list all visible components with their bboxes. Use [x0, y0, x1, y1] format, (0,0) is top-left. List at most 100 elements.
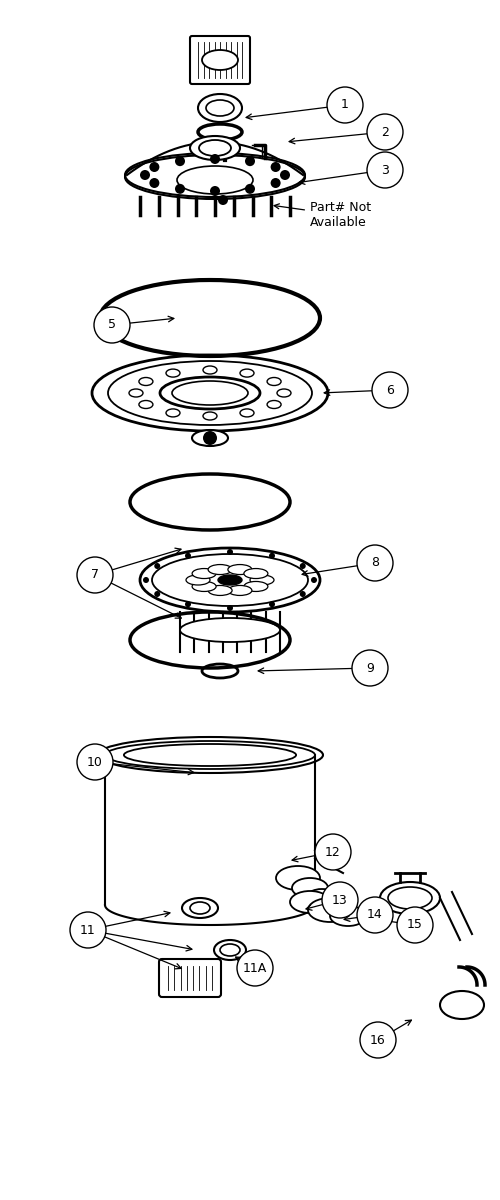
Ellipse shape — [208, 586, 232, 595]
Circle shape — [270, 162, 280, 172]
Text: 11A: 11A — [243, 961, 267, 974]
Circle shape — [280, 170, 290, 180]
Circle shape — [269, 601, 275, 607]
Circle shape — [185, 553, 191, 559]
Ellipse shape — [203, 366, 217, 374]
Ellipse shape — [330, 906, 366, 926]
Circle shape — [397, 907, 433, 943]
Ellipse shape — [140, 548, 320, 612]
Ellipse shape — [152, 554, 308, 606]
Ellipse shape — [125, 152, 305, 197]
Circle shape — [154, 590, 160, 596]
Circle shape — [210, 154, 220, 164]
Ellipse shape — [220, 944, 240, 956]
Circle shape — [70, 912, 106, 948]
Ellipse shape — [276, 866, 320, 890]
Ellipse shape — [199, 140, 231, 156]
Ellipse shape — [292, 878, 328, 898]
Ellipse shape — [203, 412, 217, 420]
Circle shape — [327, 86, 363, 122]
Text: 3: 3 — [381, 163, 389, 176]
Ellipse shape — [214, 940, 246, 960]
Text: 16: 16 — [370, 1033, 386, 1046]
Text: 14: 14 — [367, 908, 383, 922]
Ellipse shape — [267, 378, 281, 385]
Ellipse shape — [186, 575, 210, 584]
Ellipse shape — [228, 564, 252, 575]
Circle shape — [218, 194, 228, 205]
Circle shape — [175, 184, 185, 194]
Circle shape — [210, 186, 220, 196]
Circle shape — [237, 950, 273, 986]
Ellipse shape — [190, 136, 240, 160]
Circle shape — [360, 1022, 396, 1058]
Text: 13: 13 — [332, 894, 348, 906]
Circle shape — [227, 605, 233, 611]
Ellipse shape — [380, 882, 440, 914]
Circle shape — [300, 563, 306, 569]
Ellipse shape — [388, 887, 432, 910]
Ellipse shape — [172, 382, 248, 404]
Circle shape — [245, 184, 255, 194]
Ellipse shape — [105, 740, 315, 769]
Ellipse shape — [192, 569, 216, 578]
Circle shape — [203, 431, 217, 445]
Circle shape — [300, 590, 306, 596]
Circle shape — [311, 577, 317, 583]
Circle shape — [315, 834, 351, 870]
Circle shape — [185, 601, 191, 607]
Text: 12: 12 — [325, 846, 341, 858]
FancyBboxPatch shape — [159, 959, 221, 997]
Text: 11: 11 — [80, 924, 96, 936]
Circle shape — [140, 170, 150, 180]
Ellipse shape — [92, 355, 328, 431]
Circle shape — [94, 307, 130, 343]
Circle shape — [352, 650, 388, 686]
Circle shape — [357, 545, 393, 581]
Circle shape — [143, 577, 149, 583]
Circle shape — [357, 898, 393, 934]
Ellipse shape — [308, 898, 352, 922]
Ellipse shape — [198, 94, 242, 122]
Text: Part# Not
Available: Part# Not Available — [274, 200, 371, 229]
Ellipse shape — [306, 889, 338, 907]
Ellipse shape — [290, 890, 330, 913]
Circle shape — [150, 162, 160, 172]
Circle shape — [154, 563, 160, 569]
Circle shape — [150, 178, 160, 188]
Ellipse shape — [240, 409, 254, 416]
Ellipse shape — [277, 389, 291, 397]
Ellipse shape — [240, 370, 254, 377]
Ellipse shape — [244, 569, 268, 578]
Circle shape — [372, 372, 408, 408]
Text: 8: 8 — [371, 557, 379, 570]
Circle shape — [77, 744, 113, 780]
Circle shape — [175, 156, 185, 166]
Ellipse shape — [108, 361, 312, 425]
Ellipse shape — [166, 370, 180, 377]
Ellipse shape — [139, 401, 153, 408]
Text: 10: 10 — [87, 756, 103, 768]
Circle shape — [367, 114, 403, 150]
Ellipse shape — [166, 409, 180, 416]
Text: 9: 9 — [366, 661, 374, 674]
Text: 6: 6 — [386, 384, 394, 396]
Ellipse shape — [160, 377, 260, 409]
Ellipse shape — [218, 575, 242, 584]
Ellipse shape — [267, 401, 281, 408]
Text: 5: 5 — [108, 318, 116, 331]
Ellipse shape — [228, 586, 252, 595]
Ellipse shape — [250, 575, 274, 584]
Ellipse shape — [244, 582, 268, 592]
Circle shape — [322, 882, 358, 918]
Ellipse shape — [440, 991, 484, 1019]
Circle shape — [77, 557, 113, 593]
Ellipse shape — [192, 582, 216, 592]
Ellipse shape — [129, 389, 143, 397]
Ellipse shape — [202, 50, 238, 70]
FancyBboxPatch shape — [190, 36, 250, 84]
Text: 2: 2 — [381, 126, 389, 138]
Circle shape — [367, 152, 403, 188]
Ellipse shape — [124, 744, 296, 766]
Text: 7: 7 — [91, 569, 99, 582]
